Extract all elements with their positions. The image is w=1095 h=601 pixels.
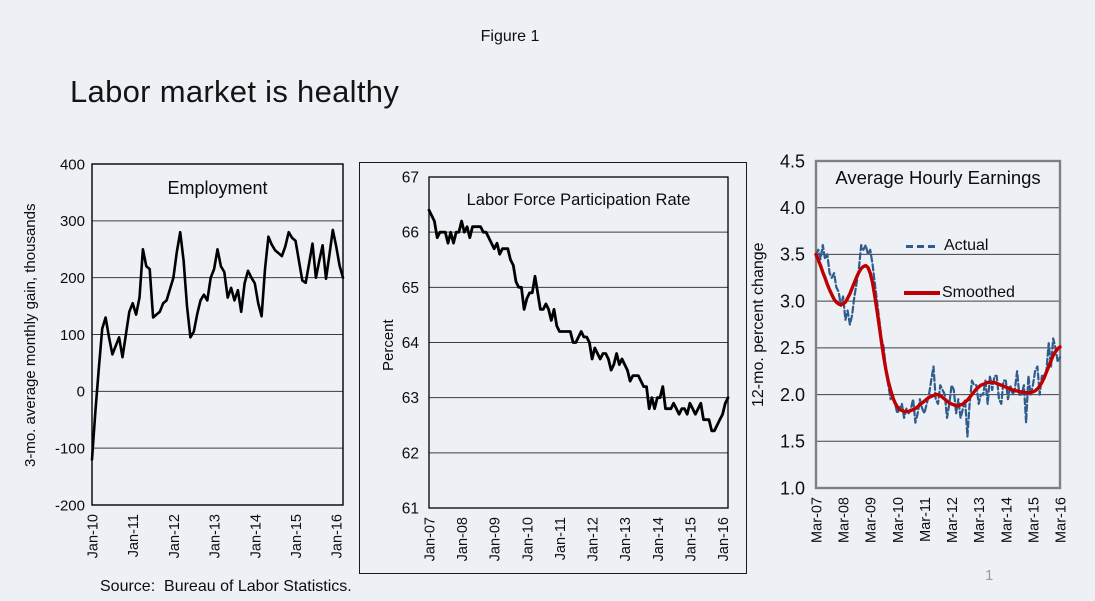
svg-text:Jan-15: Jan-15 [289, 514, 305, 558]
svg-text:Mar-12: Mar-12 [945, 497, 961, 543]
svg-text:3.5: 3.5 [780, 245, 805, 265]
svg-text:61: 61 [402, 500, 419, 517]
svg-text:Jan-16: Jan-16 [330, 514, 346, 558]
svg-text:4.0: 4.0 [780, 198, 805, 218]
svg-text:63: 63 [402, 390, 419, 407]
svg-text:Jan-07: Jan-07 [423, 517, 439, 561]
lfpr-chart-title: Labor Force Participation Rate [466, 191, 691, 209]
legend-item-actual: Actual [906, 237, 988, 255]
svg-text:Jan-08: Jan-08 [455, 517, 471, 561]
svg-text:-100: -100 [55, 440, 85, 457]
svg-text:2.5: 2.5 [780, 338, 805, 358]
svg-text:Jan-12: Jan-12 [167, 514, 183, 558]
smoothed-line-sample-icon [904, 291, 940, 295]
employment-chart-title: Employment [167, 178, 268, 198]
svg-text:200: 200 [60, 270, 85, 287]
svg-text:66: 66 [402, 225, 419, 242]
svg-text:Jan-11: Jan-11 [553, 517, 569, 560]
figure-label: Figure 1 [480, 28, 540, 45]
svg-text:Jan-16: Jan-16 [716, 517, 732, 561]
legend-item-smoothed: Smoothed [904, 284, 1015, 302]
svg-text:64: 64 [402, 335, 420, 352]
svg-text:4.5: 4.5 [780, 151, 805, 171]
page-number: 1 [985, 567, 994, 584]
svg-text:Mar-08: Mar-08 [837, 497, 853, 543]
svg-text:Mar-09: Mar-09 [864, 497, 880, 543]
svg-text:67: 67 [402, 169, 419, 186]
legend-smoothed-label: Smoothed [942, 284, 1015, 301]
svg-text:Mar-14: Mar-14 [999, 497, 1015, 543]
svg-text:400: 400 [60, 156, 85, 173]
svg-text:Jan-11: Jan-11 [126, 514, 142, 557]
svg-text:Jan-10: Jan-10 [520, 517, 536, 561]
source-note: Source: Bureau of Labor Statistics. [100, 578, 352, 595]
svg-text:Jan-09: Jan-09 [488, 517, 504, 561]
svg-text:1.0: 1.0 [780, 478, 805, 498]
actual-line-sample-icon [906, 244, 938, 248]
svg-text:-200: -200 [55, 497, 85, 514]
svg-text:Jan-14: Jan-14 [651, 517, 667, 561]
slide-title: Labor market is healthy [70, 74, 400, 109]
svg-text:1.5: 1.5 [780, 432, 805, 452]
legend-actual-label: Actual [944, 237, 989, 254]
svg-text:Jan-13: Jan-13 [208, 514, 224, 558]
svg-text:0: 0 [77, 384, 85, 401]
svg-text:300: 300 [60, 213, 85, 230]
svg-text:Mar-16: Mar-16 [1054, 497, 1070, 543]
svg-text:Mar-15: Mar-15 [1026, 497, 1042, 543]
lfpr-chart-frame [359, 162, 747, 574]
svg-text:Mar-07: Mar-07 [810, 497, 826, 543]
svg-text:65: 65 [402, 280, 419, 297]
svg-text:Jan-13: Jan-13 [618, 517, 634, 561]
svg-text:Jan-15: Jan-15 [683, 517, 699, 561]
svg-text:Mar-10: Mar-10 [891, 497, 907, 543]
svg-text:Mar-11: Mar-11 [918, 497, 934, 542]
svg-text:Jan-12: Jan-12 [586, 517, 602, 561]
svg-text:62: 62 [402, 445, 419, 462]
ahe-chart-title: Average Hourly Earnings [835, 167, 1041, 188]
svg-text:2.0: 2.0 [780, 385, 805, 405]
svg-text:Jan-14: Jan-14 [248, 514, 264, 558]
svg-text:100: 100 [60, 327, 85, 344]
svg-text:3.0: 3.0 [780, 291, 805, 311]
ahe-chart-canvas: 4.5 4.0 3.5 3.0 2.5 2.0 1.5 1.0 Mar-07 Mar-08 Mar-… [780, 151, 1070, 543]
svg-text:Mar-13: Mar-13 [972, 497, 988, 543]
svg-text:Jan-10: Jan-10 [86, 514, 102, 558]
